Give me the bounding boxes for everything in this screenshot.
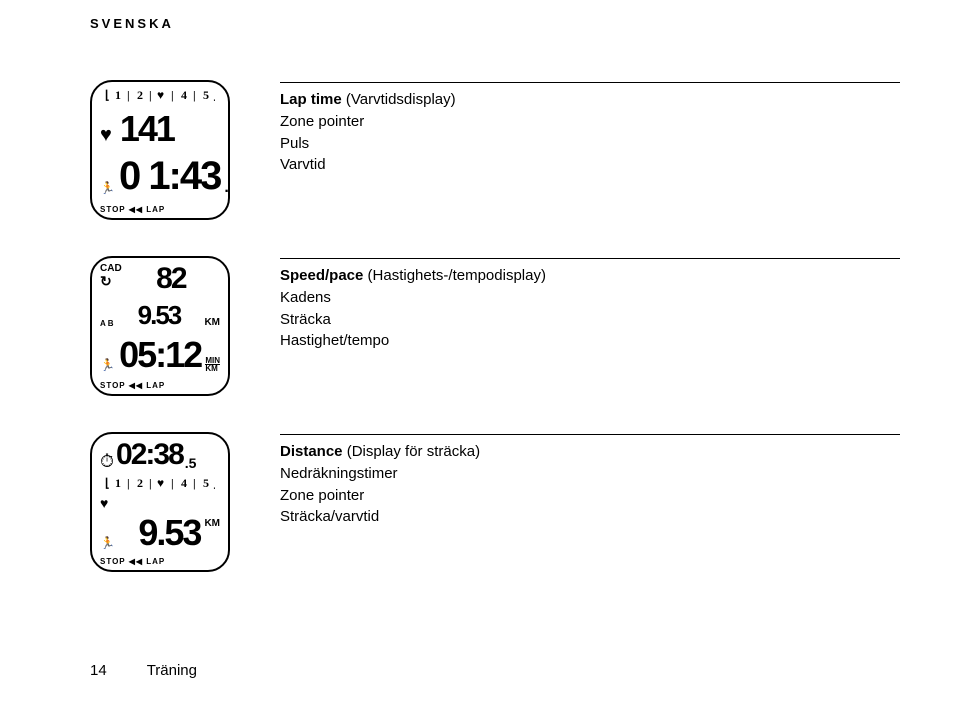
svg-text:⌊: ⌊	[105, 88, 110, 102]
list-item: Varvtid	[280, 154, 900, 176]
block-title: Lap time	[280, 91, 342, 108]
km-unit: KM	[204, 318, 220, 328]
lcd-distance: ⏱ 02:38 .5 ⌊ 1 | 2 | ♥ | 4 | 5	[90, 432, 230, 572]
svg-text:4: 4	[181, 88, 187, 102]
divider	[280, 434, 900, 435]
list-item: Zone pointer	[280, 111, 900, 133]
svg-text:⌊: ⌊	[105, 476, 110, 490]
block-title: Speed/pace	[280, 267, 363, 284]
lcd-bottom-label: STOP ◀◀ LAP	[100, 205, 220, 214]
row-speed-pace: CAD ↻ 82 A B 9.53 KM 05:12 MIN KM STOP ◀…	[90, 256, 900, 396]
svg-text:|: |	[171, 88, 174, 102]
svg-text:4: 4	[181, 476, 187, 490]
list-item: Kadens	[280, 287, 900, 309]
loop-icon: ↻	[100, 274, 122, 288]
desc-speed-pace: Speed/pace (Hastighets-/tempodisplay) Ka…	[280, 256, 900, 352]
svg-text:2: 2	[137, 88, 143, 102]
km-unit: KM	[204, 519, 220, 529]
svg-text:1: 1	[115, 88, 121, 102]
lap-timer-dec: .3	[224, 180, 230, 196]
svg-text:5: 5	[203, 88, 209, 102]
page-number: 14	[90, 662, 107, 679]
svg-text:5: 5	[203, 476, 209, 490]
desc-distance: Distance (Display för sträcka) Nedräknin…	[280, 432, 900, 528]
heart-icon: ♥	[100, 496, 108, 510]
page-header: SVENSKA	[90, 16, 174, 31]
pace-value: 05:12	[119, 337, 201, 373]
heart-icon: ♥	[100, 125, 112, 145]
desc-lap-time: Lap time (Varvtidsdisplay) Zone pointer …	[280, 80, 900, 176]
svg-text:|: |	[193, 476, 196, 490]
list-item: Nedräkningstimer	[280, 463, 900, 485]
lcd-bottom-label: STOP ◀◀ LAP	[100, 557, 220, 566]
hr-value: 141	[120, 111, 174, 147]
list-item: Puls	[280, 133, 900, 155]
svg-text:|: |	[149, 88, 152, 102]
row-lap-time: ⌊ 1 | 2 | ♥ | 4 | 5 ⌋ ♥ 141	[90, 80, 900, 220]
lcd-bottom-label: STOP ◀◀ LAP	[100, 381, 220, 390]
block-subtitle: (Varvtidsdisplay)	[346, 91, 456, 108]
svg-text:2: 2	[137, 476, 143, 490]
runner-icon	[100, 535, 115, 551]
block-subtitle: (Hastighets-/tempodisplay)	[368, 267, 546, 284]
distance-value: 9.53	[138, 515, 200, 551]
timer-icon: ⏱	[100, 452, 114, 470]
svg-text:⌋: ⌋	[213, 88, 215, 102]
cadence-value: 82	[156, 264, 185, 294]
section-name: Träning	[147, 662, 197, 679]
km-unit: KM	[205, 365, 220, 372]
divider	[280, 82, 900, 83]
lcd-speed-pace: CAD ↻ 82 A B 9.53 KM 05:12 MIN KM STOP ◀…	[90, 256, 230, 396]
svg-text:|: |	[149, 476, 152, 490]
countdown-dec: .5	[185, 456, 197, 470]
svg-text:|: |	[127, 476, 130, 490]
block-title: Distance	[280, 443, 343, 460]
list-item: Sträcka	[280, 309, 900, 331]
countdown-value: 02:38	[116, 440, 183, 470]
svg-text:|: |	[171, 476, 174, 490]
list-item: Hastighet/tempo	[280, 330, 900, 352]
svg-text:|: |	[127, 88, 130, 102]
runner-icon	[100, 357, 115, 373]
lcd-lap-time: ⌊ 1 | 2 | ♥ | 4 | 5 ⌋ ♥ 141	[90, 80, 230, 220]
divider	[280, 258, 900, 259]
zone-bar-icon: ⌊ 1 | 2 | ♥ | 4 | 5 ⌋	[105, 476, 215, 490]
lap-timer: 0 1:43	[119, 156, 220, 196]
svg-text:|: |	[193, 88, 196, 102]
distance-value: 9.53	[138, 302, 181, 328]
svg-text:♥: ♥	[157, 88, 164, 102]
svg-text:1: 1	[115, 476, 121, 490]
row-distance: ⏱ 02:38 .5 ⌊ 1 | 2 | ♥ | 4 | 5	[90, 432, 900, 572]
list-item: Zone pointer	[280, 485, 900, 507]
zone-bar-icon: ⌊ 1 | 2 | ♥ | 4 | 5 ⌋	[105, 88, 215, 102]
page-footer: 14 Träning	[90, 662, 197, 679]
runner-icon	[100, 180, 115, 196]
list-item: Sträcka/varvtid	[280, 506, 900, 528]
block-subtitle: (Display för sträcka)	[347, 443, 480, 460]
ab-label: A B	[100, 320, 113, 328]
svg-text:♥: ♥	[157, 476, 164, 490]
svg-text:⌋: ⌋	[213, 476, 215, 490]
display-rows: ⌊ 1 | 2 | ♥ | 4 | 5 ⌋ ♥ 141	[90, 80, 900, 572]
